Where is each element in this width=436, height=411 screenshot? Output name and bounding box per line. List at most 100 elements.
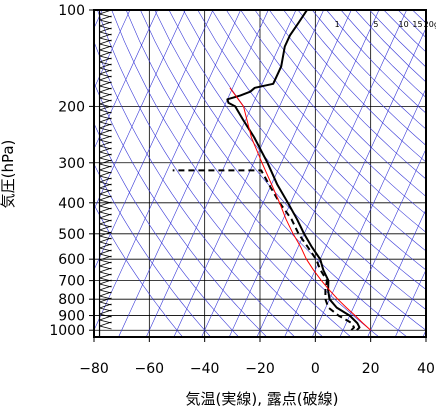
temperature-line bbox=[226, 10, 361, 331]
wind-barb bbox=[99, 207, 112, 213]
wind-barb bbox=[99, 219, 112, 225]
x-tick-label: −20 bbox=[245, 361, 275, 377]
dry-adiabat bbox=[140, 10, 408, 337]
dewpoint-line bbox=[172, 169, 355, 331]
y-tick-label: 900 bbox=[58, 309, 85, 325]
wind-barb bbox=[99, 51, 112, 57]
wind-barb bbox=[99, 135, 112, 141]
wind-barb bbox=[99, 117, 112, 123]
wind-barb bbox=[99, 183, 112, 189]
parcel-line bbox=[229, 87, 372, 331]
wind-barb bbox=[99, 69, 112, 75]
x-tick-label: 40 bbox=[417, 361, 435, 377]
y-tick-label: 600 bbox=[58, 252, 85, 268]
wind-barb bbox=[99, 177, 112, 183]
x-tick-label: −60 bbox=[135, 361, 165, 377]
mixing-ratio-label: 15 bbox=[412, 20, 422, 29]
isotherm-line bbox=[394, 269, 426, 337]
dry-adiabat bbox=[111, 10, 352, 337]
adiabat-lines bbox=[94, 10, 436, 337]
dry-adiabat bbox=[297, 10, 426, 146]
dry-adiabat bbox=[94, 204, 183, 337]
y-axis-title: 気圧(hPa) bbox=[0, 140, 17, 209]
wind-barb bbox=[99, 243, 112, 249]
x-tick-label: −40 bbox=[190, 361, 220, 377]
wind-barb bbox=[99, 267, 112, 273]
dry-adiabat bbox=[94, 81, 267, 337]
wind-barb bbox=[99, 255, 112, 261]
isotherm-line bbox=[367, 208, 426, 337]
wind-barb bbox=[99, 201, 112, 207]
mixing-ratio-label: 20g bbox=[424, 20, 436, 29]
wind-barb bbox=[99, 213, 112, 219]
x-axis-title: 気温(実線), 露点(破線) bbox=[186, 390, 339, 408]
wind-barb bbox=[99, 189, 112, 195]
dry-adiabat bbox=[125, 10, 380, 337]
isotherm-line bbox=[145, 10, 297, 337]
x-axis-ticks: −80 −60 −40 −20 0 20 40 bbox=[79, 337, 435, 377]
wind-barb bbox=[99, 231, 112, 237]
wind-barb bbox=[99, 87, 112, 93]
dry-adiabat bbox=[254, 10, 426, 197]
wind-barb bbox=[99, 159, 112, 165]
wind-barb bbox=[99, 39, 112, 45]
isotherm-line bbox=[94, 10, 131, 90]
wind-barb bbox=[99, 93, 112, 99]
isotherm-line bbox=[311, 87, 426, 337]
mixing-ratio-label: 10 bbox=[399, 20, 409, 29]
dry-adiabat bbox=[183, 10, 426, 290]
wind-barb bbox=[99, 303, 112, 309]
dry-adiabat bbox=[94, 122, 239, 337]
wind-barb bbox=[99, 249, 112, 255]
wind-barb bbox=[99, 45, 112, 51]
wind-barb bbox=[99, 237, 112, 243]
wind-barb bbox=[99, 15, 112, 21]
x-tick-label: 20 bbox=[362, 361, 380, 377]
dry-adiabat bbox=[94, 40, 296, 337]
y-tick-label: 700 bbox=[58, 274, 85, 290]
wind-barb bbox=[99, 141, 112, 147]
isotherm-line bbox=[339, 148, 426, 337]
wind-barb bbox=[99, 321, 112, 327]
wind-barb bbox=[99, 99, 112, 105]
wind-barb bbox=[99, 291, 112, 297]
isotherm-line bbox=[94, 10, 158, 150]
isotherm-line bbox=[118, 10, 269, 337]
wind-barb bbox=[99, 297, 112, 303]
dry-adiabat bbox=[427, 10, 436, 337]
isotherm-line bbox=[94, 10, 186, 211]
y-tick-label: 300 bbox=[58, 156, 85, 172]
y-tick-label: 800 bbox=[58, 292, 85, 308]
isotherm-line bbox=[94, 10, 214, 271]
y-tick-label: 200 bbox=[58, 99, 85, 115]
wind-barb bbox=[99, 261, 112, 267]
y-tick-label: 400 bbox=[58, 196, 85, 212]
isotherm-line bbox=[256, 10, 407, 337]
wind-barb bbox=[99, 57, 112, 63]
y-tick-label: 500 bbox=[58, 227, 85, 243]
dry-adiabat bbox=[211, 10, 426, 252]
wind-barb bbox=[99, 153, 112, 159]
mixing-ratio-label: 1 bbox=[335, 20, 340, 29]
wind-barb bbox=[99, 147, 112, 153]
dry-adiabat bbox=[226, 10, 426, 233]
wind-barb bbox=[99, 285, 112, 291]
wind-barb bbox=[99, 273, 112, 279]
wind-barb bbox=[99, 105, 112, 111]
isotherm-line bbox=[94, 10, 241, 331]
wind-barb bbox=[99, 123, 112, 129]
dry-adiabat bbox=[94, 163, 211, 337]
x-tick-label: 0 bbox=[311, 361, 320, 377]
wind-barbs bbox=[98, 10, 112, 337]
isotherm-line bbox=[284, 27, 426, 337]
y-tick-label: 1000 bbox=[49, 323, 85, 339]
wind-barb bbox=[99, 111, 112, 117]
wind-barb bbox=[99, 21, 112, 27]
wind-barb bbox=[99, 27, 112, 33]
isotherm-line bbox=[201, 10, 352, 337]
wind-barb bbox=[99, 171, 112, 177]
dry-adiabat bbox=[283, 10, 426, 163]
dry-adiabat bbox=[240, 10, 426, 215]
